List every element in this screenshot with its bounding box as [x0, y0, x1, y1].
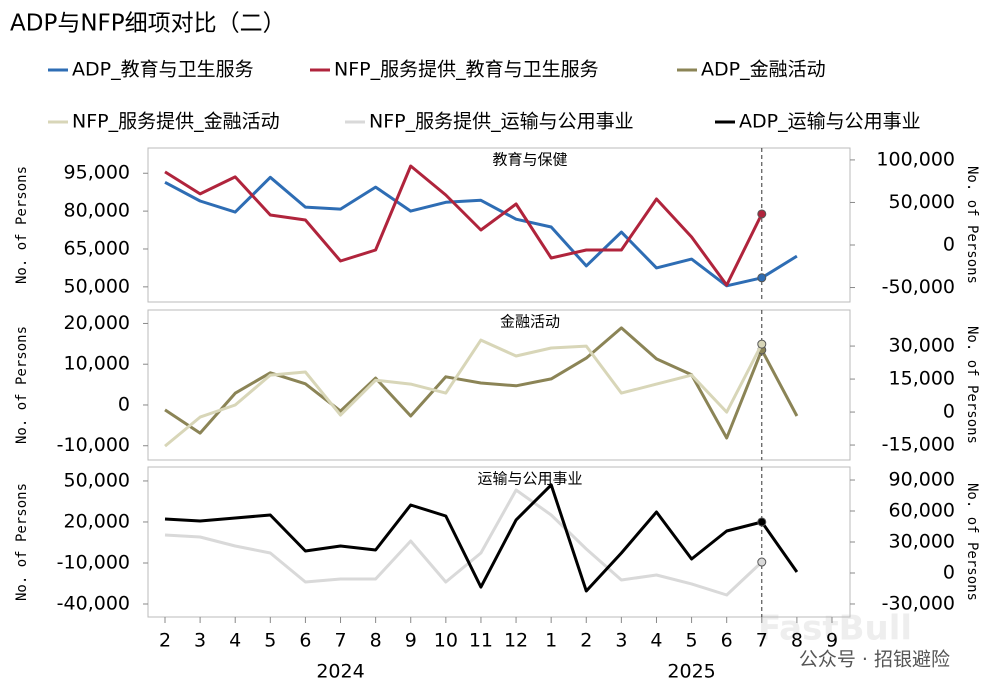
y2-tick-label: 0 — [943, 401, 955, 423]
y-tick-label: -10,000 — [57, 434, 130, 456]
x-tick-label: 3 — [194, 630, 206, 652]
source-note: 公众号 · 招银避险 — [799, 649, 950, 671]
panel-subtitle: 教育与保健 — [492, 151, 567, 169]
legend-label: ADP_金融活动 — [701, 59, 826, 81]
series-line — [164, 175, 798, 288]
y2-tick-label: 30,000 — [889, 335, 955, 357]
x-tick-label: 9 — [405, 630, 417, 652]
y2-tick-label: 15,000 — [889, 368, 955, 390]
legend-label: NFP_服务提供_金融活动 — [72, 111, 280, 133]
x-tick-label: 4 — [229, 630, 241, 652]
y-axis-label: No. of Persons — [14, 326, 30, 444]
chart-title: ADP与NFP细项对比（二） — [10, 11, 286, 37]
y-tick-label: 20,000 — [64, 510, 130, 532]
x-tick-label: 8 — [791, 630, 803, 652]
y2-tick-label: -30,000 — [882, 592, 955, 614]
y-tick-label: 0 — [118, 393, 130, 415]
x-tick-label: 6 — [721, 630, 733, 652]
legend-label: ADP_教育与卫生服务 — [72, 59, 254, 81]
x-tick-label: 12 — [504, 630, 528, 652]
x-tick-label: 3 — [615, 630, 627, 652]
end-marker — [757, 557, 767, 567]
end-marker — [757, 517, 767, 527]
x-tick-label: 10 — [434, 630, 458, 652]
y-tick-label: 95,000 — [64, 162, 130, 184]
y-tick-label: 65,000 — [64, 237, 130, 259]
x-tick-label: 7 — [756, 630, 768, 652]
x-tick-label: 8 — [370, 630, 382, 652]
x-tick-label: 7 — [334, 630, 346, 652]
year-label: 2024 — [316, 661, 364, 683]
y-tick-label: 20,000 — [64, 312, 130, 334]
y-tick-label: 50,000 — [64, 469, 130, 491]
y-axis-label: No. of Persons — [14, 166, 30, 284]
legend-label: NFP_服务提供_运输与公用事业 — [369, 111, 634, 133]
end-marker — [757, 273, 767, 283]
y2-tick-label: 100,000 — [876, 148, 955, 170]
y2-tick-label: -50,000 — [882, 276, 955, 298]
y-tick-label: -10,000 — [57, 551, 130, 573]
y2-axis-label: No. of Persons — [964, 483, 980, 601]
x-tick-label: 2 — [580, 630, 592, 652]
x-tick-label: 4 — [650, 630, 662, 652]
panel-frame — [147, 466, 851, 618]
legend-label: NFP_服务提供_教育与卫生服务 — [334, 59, 599, 81]
year-label: 2025 — [667, 661, 715, 683]
x-tick-label: 11 — [469, 630, 493, 652]
series-line — [164, 488, 763, 597]
y2-tick-label: 0 — [943, 233, 955, 255]
end-marker — [757, 209, 767, 219]
x-tick-label: 6 — [299, 630, 311, 652]
x-tick-label: 2 — [159, 630, 171, 652]
panel-subtitle: 金融活动 — [500, 313, 560, 331]
y2-tick-label: -15,000 — [882, 434, 955, 456]
y-axis-label: No. of Persons — [14, 483, 30, 601]
series-line — [164, 338, 764, 448]
y2-tick-label: 60,000 — [889, 500, 955, 522]
x-tick-label: 1 — [545, 630, 557, 652]
end-marker — [757, 339, 767, 349]
y-tick-label: -40,000 — [57, 593, 130, 615]
y2-axis-label: No. of Persons — [964, 166, 980, 284]
series-line — [164, 483, 799, 593]
x-tick-label: 5 — [686, 630, 698, 652]
x-tick-label: 9 — [826, 630, 838, 652]
y2-tick-label: 0 — [943, 561, 955, 583]
y2-tick-label: 30,000 — [889, 531, 955, 553]
y-tick-label: 10,000 — [64, 353, 130, 375]
y-tick-label: 50,000 — [64, 275, 130, 297]
y2-tick-label: 90,000 — [889, 469, 955, 491]
legend-label: ADP_运输与公用事业 — [739, 111, 921, 133]
y2-tick-label: 50,000 — [889, 191, 955, 213]
y-tick-label: 80,000 — [64, 200, 130, 222]
watermark: FastBull — [758, 609, 912, 649]
panel-subtitle: 运输与公用事业 — [477, 470, 582, 488]
series-line — [164, 164, 764, 287]
x-tick-label: 5 — [264, 630, 276, 652]
y2-axis-label: No. of Persons — [964, 326, 980, 444]
panel-frame — [147, 309, 851, 461]
panel-frame — [147, 147, 851, 303]
